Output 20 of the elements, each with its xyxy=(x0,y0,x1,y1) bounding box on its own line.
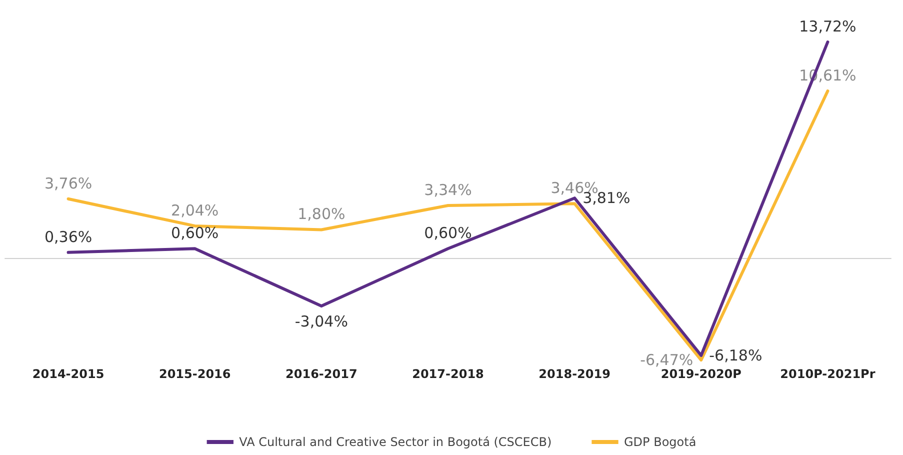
data-label: 1,80% xyxy=(298,205,346,224)
data-label: -3,04% xyxy=(294,312,348,330)
x-tick-label: 2015-2016 xyxy=(158,367,231,381)
data-label: 3,76% xyxy=(44,174,92,192)
x-tick-label: 2016-2017 xyxy=(286,367,358,381)
x-tick-label: 2017-2018 xyxy=(412,367,484,381)
data-label: 0,36% xyxy=(44,228,92,246)
legend-label: GDP Bogotá xyxy=(624,435,696,449)
data-label: 0,60% xyxy=(171,224,219,242)
x-tick-label: 2014-2015 xyxy=(32,367,104,381)
x-tick-label: 2019-2020P xyxy=(660,367,742,381)
x-tick-label: 2018-2019 xyxy=(538,367,610,381)
data-label: -6,47% xyxy=(640,351,694,369)
x-tick-label: 2010P-2021Pr xyxy=(780,367,876,381)
data-label: 2,04% xyxy=(171,201,219,220)
data-label: 0,60% xyxy=(424,224,472,242)
data-label: -6,18% xyxy=(709,346,762,364)
legend-label: VA Cultural and Creative Sector in Bogotá (CSCECB) xyxy=(239,435,552,449)
data-label: 3,34% xyxy=(424,180,472,199)
data-label: 13,72% xyxy=(799,18,856,36)
